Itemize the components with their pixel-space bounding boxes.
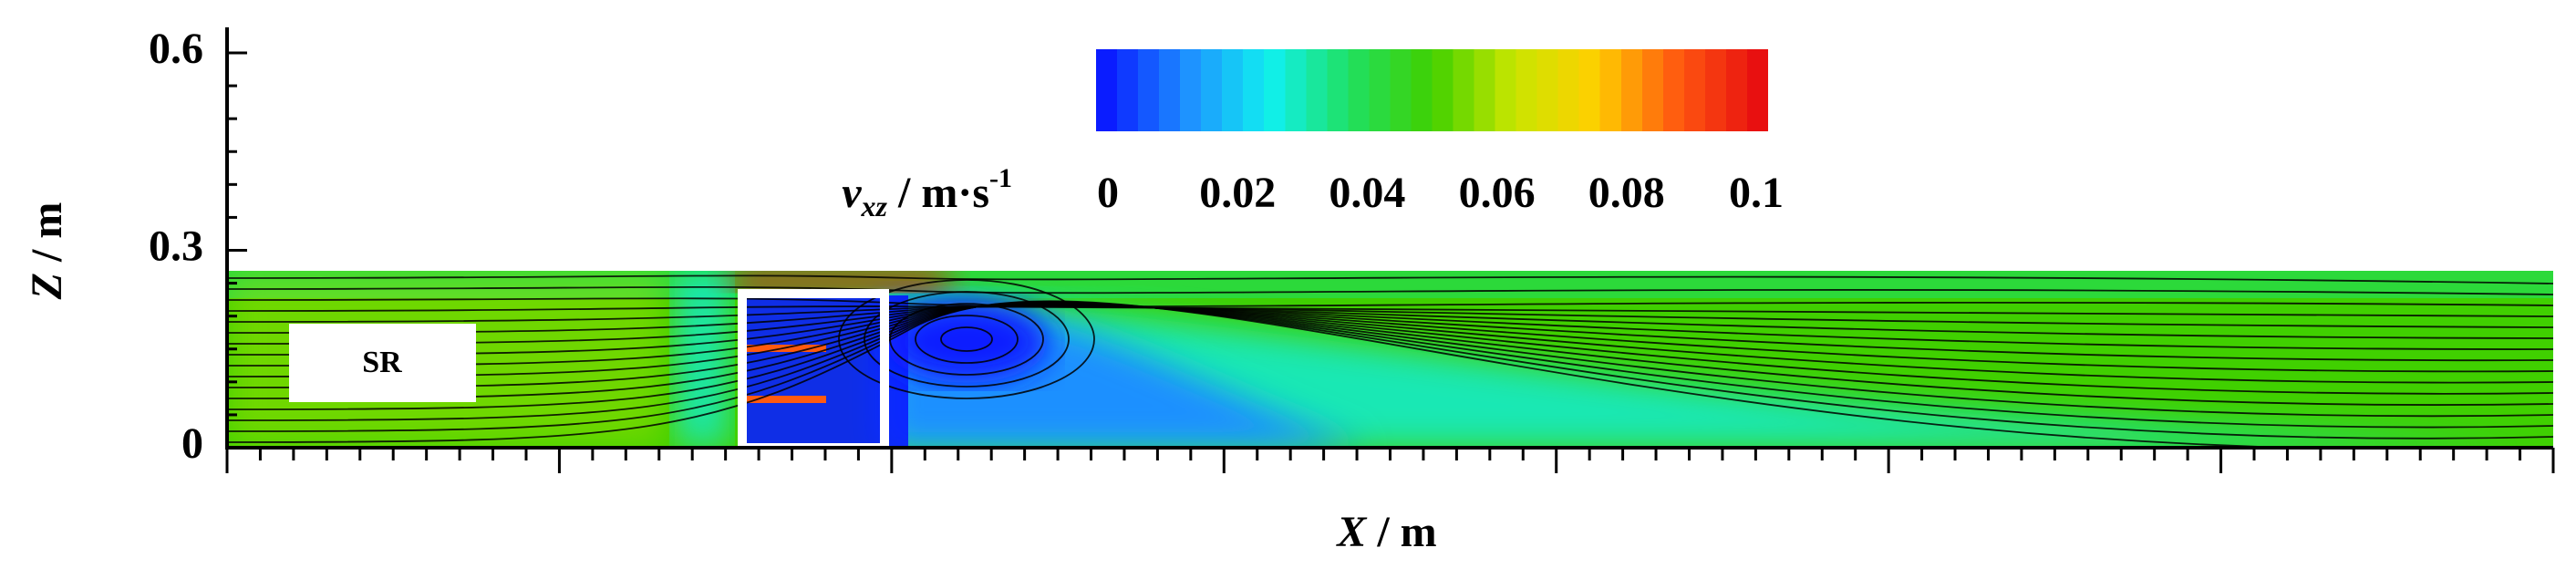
vortex-line	[838, 279, 1095, 399]
sr-box	[289, 324, 476, 402]
vortex-line	[915, 315, 1019, 364]
x-label-symbol: X	[1335, 508, 1367, 556]
y-label-symbol: Z	[23, 273, 71, 300]
cb-subscript: xz	[861, 190, 888, 222]
x-label-unit: / m	[1376, 508, 1436, 556]
colorbar	[1096, 49, 1768, 131]
velocity-field	[227, 271, 2553, 448]
vortex	[885, 301, 1049, 383]
wake-cyan	[875, 301, 2553, 448]
annotation: SR	[362, 346, 402, 379]
y-axis-label: Z / m	[23, 202, 71, 301]
colorbar-tick-label: 0	[1097, 169, 1119, 217]
streamline	[227, 285, 2553, 295]
cb-exponent: -1	[989, 163, 1012, 193]
front-strip	[675, 274, 729, 447]
vortex-line	[889, 303, 1044, 376]
x-axis-label: X / m	[1335, 508, 1436, 556]
colorbar-label: vxz / m·s-1	[842, 163, 1012, 222]
y-tick-label: 0.6	[149, 25, 203, 73]
colorbar-tick-label: 0.02	[1199, 169, 1276, 217]
colorbar-tick-label: 0.08	[1588, 169, 1665, 217]
streamlines	[227, 274, 2553, 448]
streamline	[227, 274, 2553, 284]
y-tick-label: 0	[181, 419, 203, 468]
vortex-line	[864, 291, 1070, 388]
y-label-unit: / m	[23, 202, 71, 263]
vortex-line	[940, 326, 993, 352]
colorbar-tick-label: 0.04	[1329, 169, 1405, 217]
cb-symbol: v	[842, 169, 862, 217]
gap-jet-2	[744, 396, 826, 403]
colorbar-tick-label: 0.06	[1459, 169, 1536, 217]
y-tick-label: 0.3	[149, 222, 203, 271]
colorbar-tick-label: 0.1	[1729, 169, 1784, 217]
cb-unit: / m·s	[897, 169, 989, 217]
streamline	[227, 300, 2553, 448]
